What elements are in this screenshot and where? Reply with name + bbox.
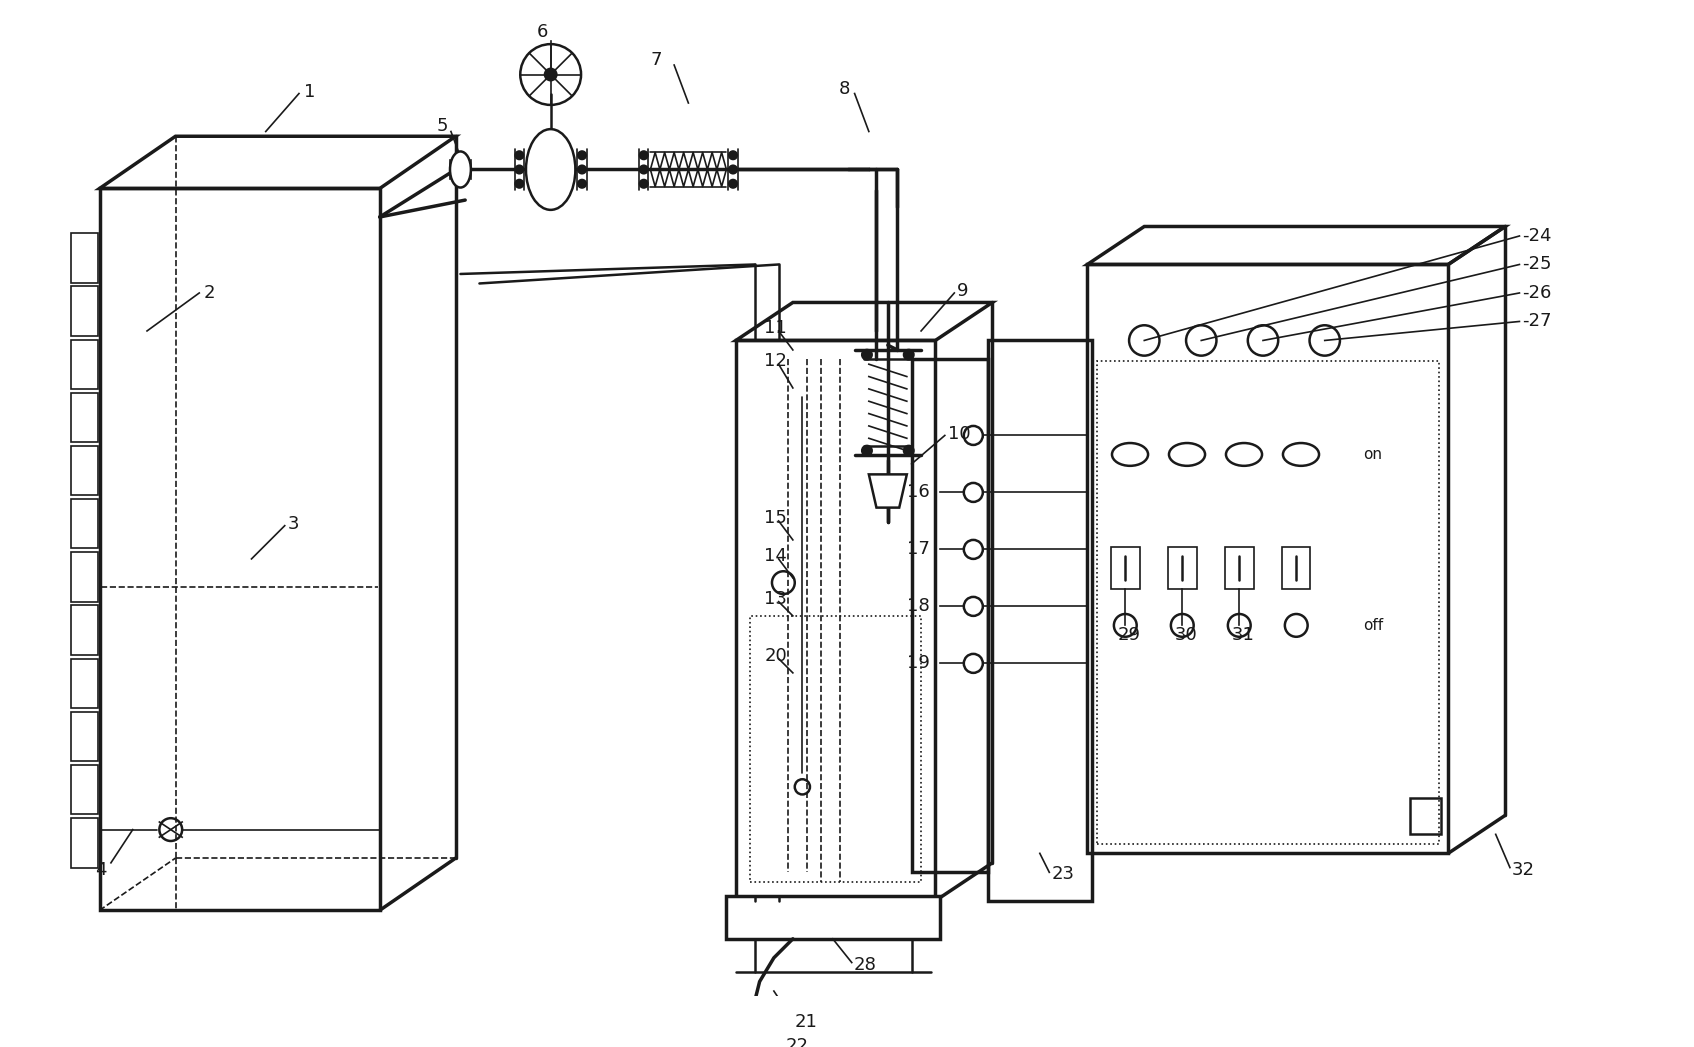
Circle shape [905, 350, 913, 359]
Text: 14: 14 [764, 547, 788, 565]
Bar [988, 340, 1093, 900]
Text: 23: 23 [1052, 865, 1074, 884]
Circle shape [862, 446, 872, 455]
Circle shape [640, 180, 647, 187]
Bar [911, 359, 988, 872]
Bar [71, 552, 98, 602]
Bar [100, 188, 379, 910]
Text: -24: -24 [1523, 227, 1552, 245]
Bar [71, 712, 98, 761]
Text: 8: 8 [839, 80, 850, 97]
Text: 6: 6 [537, 23, 547, 41]
Text: 13: 13 [764, 589, 788, 608]
Text: -25: -25 [1523, 255, 1552, 273]
Circle shape [578, 165, 586, 174]
Text: 11: 11 [764, 319, 788, 337]
Bar [1282, 547, 1311, 589]
Circle shape [752, 1021, 761, 1028]
Bar [1088, 265, 1448, 853]
Text: 28: 28 [854, 956, 876, 975]
Bar [735, 340, 935, 900]
Text: 22: 22 [786, 1038, 808, 1047]
Text: 30: 30 [1174, 626, 1198, 644]
Text: 10: 10 [947, 424, 971, 443]
Text: 2: 2 [203, 284, 215, 302]
Circle shape [578, 180, 586, 187]
Ellipse shape [525, 129, 576, 209]
Bar [71, 446, 98, 495]
Bar [1111, 547, 1140, 589]
Ellipse shape [451, 152, 471, 187]
Circle shape [640, 165, 647, 174]
Circle shape [728, 180, 737, 187]
Text: 9: 9 [957, 282, 969, 300]
Bar [1225, 547, 1254, 589]
Text: 21: 21 [794, 1013, 818, 1031]
Circle shape [728, 152, 737, 159]
Circle shape [862, 350, 872, 359]
Bar [750, 616, 922, 882]
Circle shape [515, 165, 523, 174]
Text: 16: 16 [906, 484, 930, 502]
Bar [1409, 798, 1440, 834]
Bar [71, 339, 98, 388]
Bar [71, 233, 98, 283]
Circle shape [515, 152, 523, 159]
Text: 1: 1 [303, 83, 315, 101]
Circle shape [905, 446, 913, 455]
Text: 4: 4 [95, 862, 107, 879]
Text: 20: 20 [764, 647, 788, 665]
Circle shape [728, 165, 737, 174]
Bar [71, 605, 98, 654]
Bar [1169, 547, 1196, 589]
Text: 12: 12 [764, 353, 788, 371]
Text: 19: 19 [906, 654, 930, 672]
Text: 32: 32 [1511, 862, 1535, 879]
Bar [1096, 361, 1438, 844]
Bar [71, 659, 98, 708]
Circle shape [578, 152, 586, 159]
Text: -26: -26 [1523, 284, 1552, 302]
Polygon shape [869, 474, 906, 508]
Bar [71, 765, 98, 815]
Text: 3: 3 [288, 515, 300, 533]
Text: -27: -27 [1523, 312, 1552, 331]
Circle shape [515, 180, 523, 187]
Text: 7: 7 [650, 51, 662, 69]
Text: 5: 5 [437, 117, 449, 135]
Bar [71, 818, 98, 868]
Text: off: off [1362, 618, 1382, 632]
Bar [71, 499, 98, 549]
Text: 17: 17 [906, 540, 930, 558]
Text: 15: 15 [764, 509, 788, 527]
Text: on: on [1362, 447, 1382, 462]
Bar [71, 393, 98, 442]
Polygon shape [740, 1001, 774, 1010]
Text: 29: 29 [1118, 626, 1140, 644]
Bar [727, 896, 940, 939]
Text: 18: 18 [906, 598, 930, 616]
Bar [71, 286, 98, 336]
Circle shape [640, 152, 647, 159]
Circle shape [545, 69, 556, 81]
Text: 31: 31 [1232, 626, 1255, 644]
